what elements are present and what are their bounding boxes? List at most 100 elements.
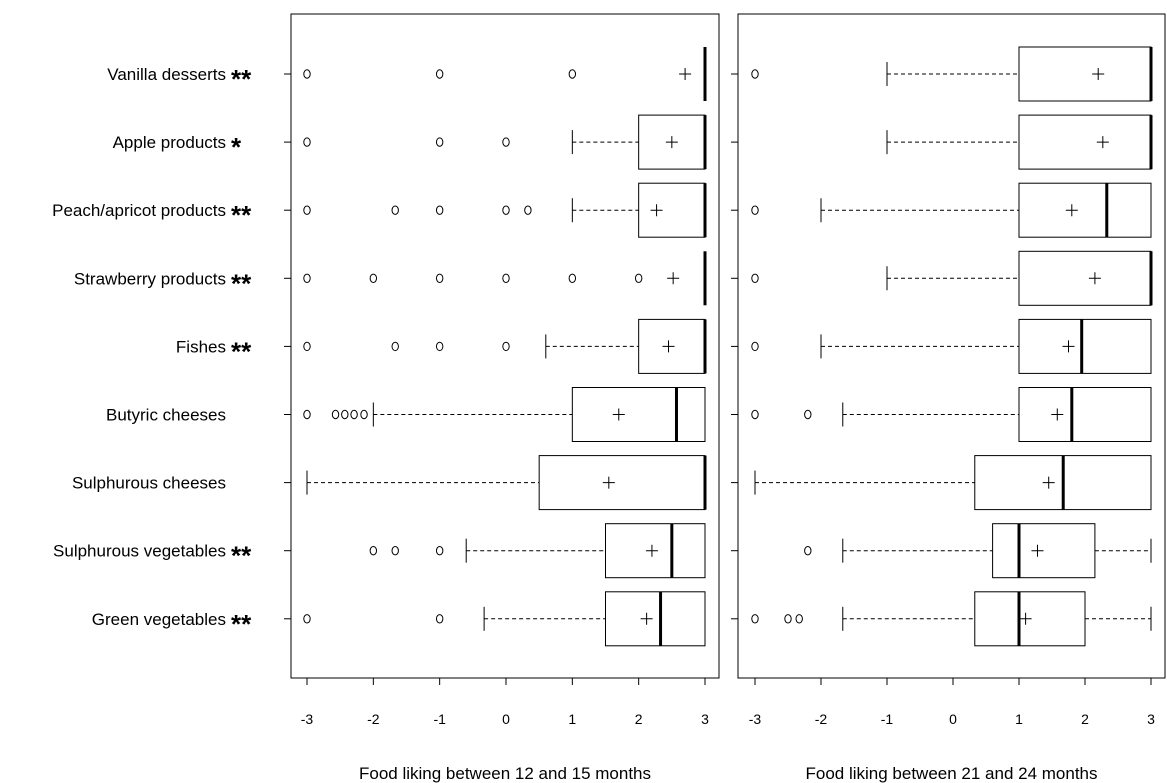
x-tick-label: -3	[749, 711, 762, 727]
x-tick-label: 0	[502, 711, 510, 727]
box-3	[303, 251, 707, 306]
significance-stars: **	[231, 541, 252, 571]
outlier-point	[303, 341, 311, 352]
iqr-box	[1018, 250, 1152, 306]
category-label: Sulphurous vegetables	[53, 542, 226, 561]
x-tick-label: -1	[881, 711, 894, 727]
significance-stars: **	[231, 200, 252, 230]
x-tick-label: -2	[815, 711, 828, 727]
x-tick-label: 2	[635, 711, 643, 727]
box-7	[804, 523, 1152, 579]
mean-marker	[1019, 612, 1032, 625]
significance-stars: **	[231, 336, 252, 366]
mean-marker	[1065, 204, 1078, 217]
iqr-box	[1018, 387, 1152, 442]
x-tick-label: 3	[701, 711, 709, 727]
outlier-point	[795, 614, 803, 624]
outlier-point	[568, 273, 577, 283]
outlier-point	[435, 546, 444, 556]
significance-stars: **	[231, 609, 252, 639]
x-tick-label: 0	[949, 711, 957, 727]
iqr-box	[974, 591, 1086, 647]
mean-marker	[662, 340, 675, 353]
outlier-point	[303, 137, 311, 147]
x-axis-label: Food liking between 21 and 24 months	[805, 764, 1097, 783]
outlier-point	[435, 273, 444, 283]
mean-marker	[640, 612, 653, 625]
category-label: Peach/apricot products	[52, 201, 226, 220]
outlier-point	[784, 614, 792, 624]
box-8	[751, 591, 1152, 647]
mean-marker	[1096, 136, 1109, 149]
significance-stars: *	[231, 132, 242, 162]
iqr-box	[1018, 46, 1152, 102]
category-labels: Vanilla desserts ** Apple products * Peach/a…	[52, 64, 252, 639]
mean-marker	[650, 204, 663, 217]
outlier-point	[303, 409, 311, 420]
x-tick-label: 1	[1015, 711, 1023, 727]
outlier-point	[369, 546, 378, 556]
iqr-box	[605, 591, 706, 647]
plot-frame	[290, 13, 720, 679]
significance-stars: **	[231, 64, 252, 94]
outlier-point	[341, 409, 349, 420]
panel-21-24-months: -3 -2 -1 0 1 2 3 Food liking between 21 and 24 …	[731, 13, 1166, 783]
box-6	[754, 455, 1152, 511]
iqr-box	[992, 523, 1096, 579]
x-tick-label: 2	[1081, 711, 1089, 727]
category-label: Fishes	[176, 337, 226, 356]
outlier-point	[804, 409, 812, 420]
mean-marker	[1031, 544, 1044, 557]
iqr-box	[605, 523, 706, 579]
outlier-point	[303, 273, 311, 283]
outlier-point	[303, 205, 311, 215]
outlier-point	[751, 409, 759, 420]
outlier-point	[331, 409, 340, 420]
x-axis-label: Food liking between 12 and 15 months	[359, 764, 651, 783]
outlier-point	[502, 341, 510, 352]
box-3	[751, 250, 1153, 306]
iqr-box	[1018, 114, 1152, 170]
category-label: Butyric cheeses	[106, 406, 226, 425]
mean-marker	[612, 408, 625, 421]
x-tick-label: 3	[1147, 711, 1155, 727]
category-label: Vanilla desserts	[107, 65, 226, 84]
outlier-point	[751, 69, 759, 79]
box-1	[886, 114, 1153, 170]
category-label: Apple products	[113, 133, 226, 152]
box-7	[369, 523, 706, 579]
outlier-point	[524, 205, 532, 215]
outlier-point	[391, 205, 399, 215]
box-0	[751, 46, 1153, 102]
mean-marker	[1042, 476, 1055, 489]
outlier-point	[435, 69, 444, 79]
outlier-point	[751, 273, 759, 283]
mean-marker	[667, 272, 680, 285]
mean-marker	[1062, 340, 1075, 353]
x-tick-label: -3	[301, 711, 314, 727]
mean-marker	[645, 544, 658, 557]
category-label: Sulphurous cheeses	[72, 474, 226, 493]
outlier-point	[369, 273, 378, 283]
outlier-point	[391, 341, 399, 352]
box-0	[303, 47, 707, 101]
outlier-point	[568, 69, 577, 79]
iqr-box	[538, 455, 706, 511]
plot-frame	[737, 13, 1166, 679]
x-tick-label: -1	[433, 711, 446, 727]
outlier-point	[303, 69, 311, 79]
outlier-point	[751, 205, 759, 215]
outlier-point	[751, 341, 759, 352]
outlier-point	[751, 614, 759, 624]
mean-marker	[602, 476, 615, 489]
significance-stars: **	[231, 268, 252, 298]
mean-marker	[1092, 68, 1105, 80]
box-5	[303, 387, 706, 442]
outlier-point	[502, 273, 510, 283]
iqr-box	[1018, 318, 1152, 374]
box-1	[303, 114, 707, 170]
box-2	[751, 182, 1152, 238]
outlier-point	[502, 205, 510, 215]
category-label: Green vegetables	[92, 610, 226, 629]
outlier-point	[435, 137, 444, 147]
